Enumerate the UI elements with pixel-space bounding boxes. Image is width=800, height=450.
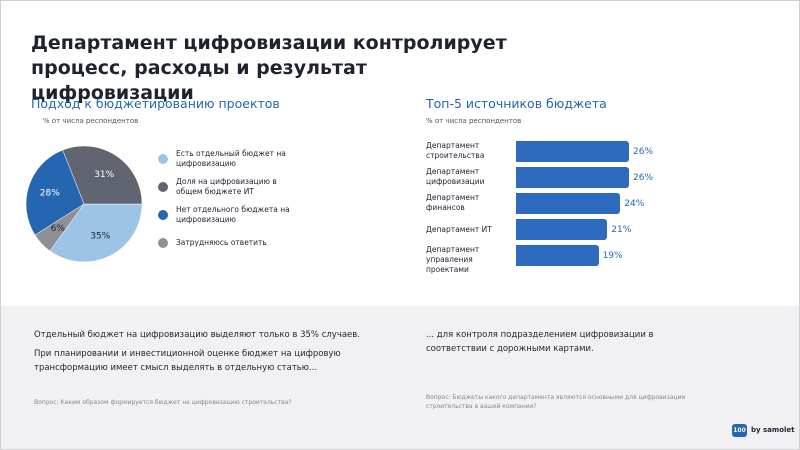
question: Вопрос: Бюджеты какого департамента явля… xyxy=(426,394,686,410)
slice-label: 28% xyxy=(40,188,60,198)
note: ... для контроля подразделением цифровиз… xyxy=(426,330,654,354)
value-label: 19% xyxy=(602,251,623,261)
bar xyxy=(516,193,621,214)
slide-title: Департамент цифровизации контролирует пр… xyxy=(31,32,507,104)
legend-marker xyxy=(158,154,168,164)
legend-marker xyxy=(158,238,168,248)
note: Отдельный бюджет на цифровизацию выделяю… xyxy=(34,330,360,340)
bar-label: Департамент финансов xyxy=(426,193,480,212)
bar-label: Департамент строительства xyxy=(426,141,485,160)
value-label: 24% xyxy=(624,199,645,209)
chart-title: Топ-5 источников бюджета xyxy=(426,96,607,111)
value-label: 26% xyxy=(633,173,654,183)
value-label: 21% xyxy=(611,225,632,235)
pie-slice xyxy=(25,149,85,236)
bar-label: Департамент ИТ xyxy=(426,225,492,234)
pie-slice xyxy=(62,145,143,205)
legend-label: Доля на цифровизацию в общем бюджете ИТ xyxy=(176,177,277,196)
chart-title: Подход к бюджетированию проектов xyxy=(31,96,280,111)
slice-label: 35% xyxy=(90,232,110,242)
chart-subtitle: % от числа респондентов xyxy=(43,117,139,125)
bar xyxy=(516,219,608,240)
legend-label: Нет отдельного бюджета на цифровизацию xyxy=(176,205,290,224)
note: При планировании и инвестиционной оценке… xyxy=(34,349,341,373)
legend-label: Затрудняюсь ответить xyxy=(176,238,267,247)
legend-label: Есть отдельный бюджет на цифровизацию xyxy=(176,149,286,168)
logo-text: by samolet xyxy=(751,426,795,434)
logo-badge: 100 xyxy=(732,424,747,437)
bar xyxy=(516,245,599,266)
value-label: 26% xyxy=(633,147,654,157)
footer-band xyxy=(1,306,799,449)
pie-slice xyxy=(49,203,143,263)
pie-slice xyxy=(34,203,85,252)
question: Вопрос: Каким образом формируется бюджет… xyxy=(34,399,292,406)
legend-marker xyxy=(158,182,168,192)
bar-label: Департамент цифровизации xyxy=(426,167,485,186)
chart-subtitle: % от числа респондентов xyxy=(426,117,522,125)
slice-label: 6% xyxy=(51,224,66,234)
pie-chart: 35% 31% 28% 6% xyxy=(25,145,143,263)
bar xyxy=(516,141,629,162)
bar-label: Департамент управления проектами xyxy=(426,245,480,274)
slice-label: 31% xyxy=(94,170,114,180)
bar xyxy=(516,167,629,188)
legend-marker xyxy=(158,210,168,220)
